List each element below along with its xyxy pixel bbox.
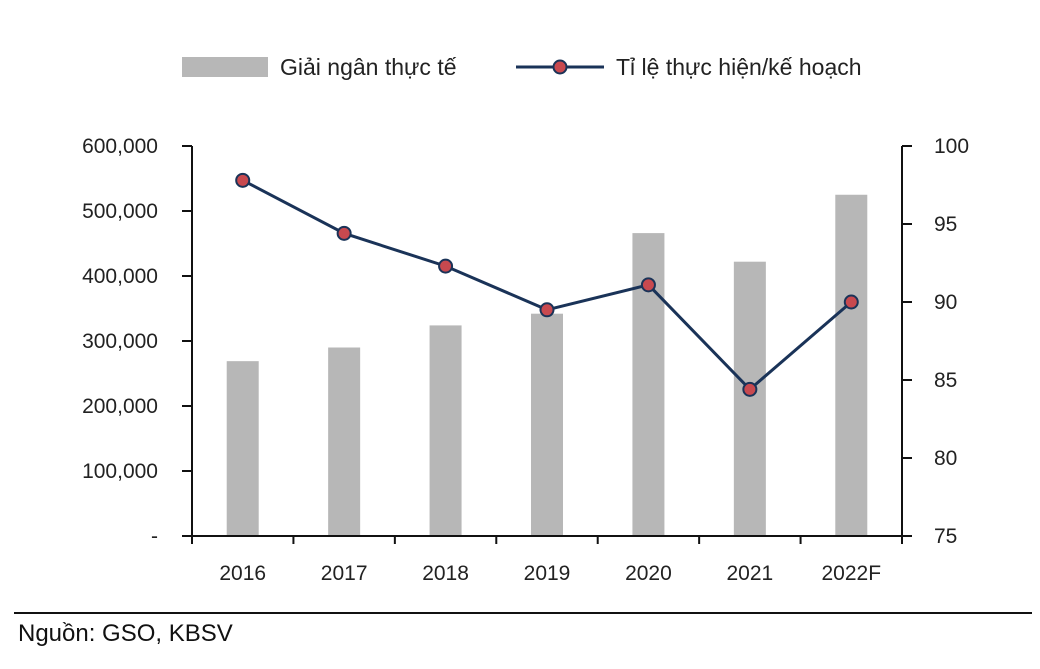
left-tick-label: 500,000 (82, 200, 158, 223)
right-tick-label: 75 (934, 525, 957, 548)
line-point-2021 (742, 381, 758, 397)
x-tick-label: 2016 (219, 562, 266, 585)
x-tick-label: 2020 (625, 562, 672, 585)
legend-line-label: Tỉ lệ thực hiện/kế hoạch (616, 54, 862, 80)
x-tick-label: 2021 (726, 562, 773, 585)
x-tick-label: 2022F (822, 562, 882, 585)
left-tick-label: 200,000 (82, 395, 158, 418)
x-tick-label: 2019 (524, 562, 571, 585)
line-point-2019 (539, 302, 555, 318)
right-tick-label: 90 (934, 291, 957, 314)
line-point-2020 (640, 277, 656, 293)
bar-2017 (328, 347, 361, 536)
right-tick-label: 80 (934, 447, 957, 470)
chart: Giải ngân thực tế Tỉ lệ thực hiện/kế hoạ… (82, 54, 969, 585)
legend-bar-swatch (182, 57, 268, 77)
source-divider (14, 612, 1032, 614)
bar-2022F (835, 194, 868, 536)
right-tick-label: 100 (934, 135, 969, 158)
legend: Giải ngân thực tế Tỉ lệ thực hiện/kế hoạ… (182, 54, 862, 80)
right-tick-label: 95 (934, 213, 957, 236)
line-point-2018 (438, 258, 454, 274)
line-point-2017 (336, 225, 352, 241)
legend-line-marker (552, 59, 568, 75)
source-note: Nguồn: GSO, KBSV (18, 620, 233, 647)
bar-2021 (733, 261, 766, 536)
line-point-2016 (235, 172, 251, 188)
left-tick-label: 100,000 (82, 460, 158, 483)
left-tick-label: 300,000 (82, 330, 158, 353)
bar-2019 (531, 313, 563, 536)
left-tick-label: 600,000 (82, 135, 158, 158)
bar-2018 (429, 325, 462, 536)
bars-group (226, 194, 868, 536)
left-tick-label: 400,000 (82, 265, 158, 288)
x-tick-label: 2018 (422, 562, 469, 585)
axes-group: - 100,000 200,000 300,000 400,000 500,000 600,… (82, 135, 969, 585)
left-tick-label: - (151, 525, 158, 548)
line-series-group (235, 172, 859, 397)
legend-bar-label: Giải ngân thực tế (280, 54, 457, 80)
x-tick-label: 2017 (321, 562, 368, 585)
line-point-2022F (843, 294, 859, 310)
right-tick-label: 85 (934, 369, 957, 392)
bar-2016 (226, 361, 259, 536)
